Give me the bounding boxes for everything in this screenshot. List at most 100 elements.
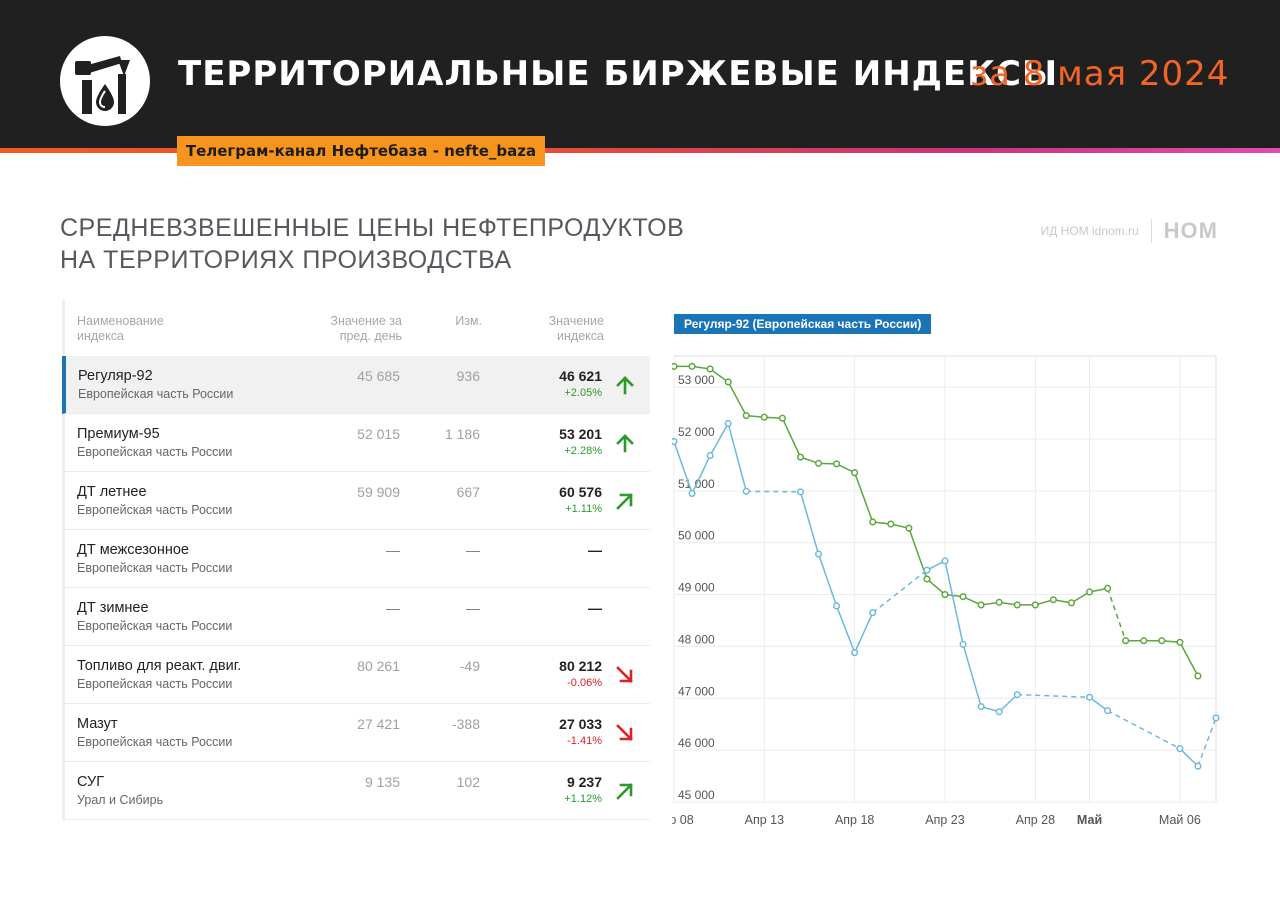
series-2-segment <box>1179 748 1199 767</box>
series-1-point <box>1085 588 1094 596</box>
series-1-segment <box>727 381 747 416</box>
series-2-point <box>995 708 1003 716</box>
brand-block: ИД НОМ idnom.ru НОМ <box>1041 218 1218 244</box>
series-2-point <box>814 550 823 558</box>
series-1-segment <box>1179 641 1199 677</box>
series-1-point <box>1122 637 1130 645</box>
row-region: Европейская часть России <box>77 619 233 633</box>
row-percent: +1.12% <box>564 793 602 805</box>
series-2-segment <box>799 491 820 555</box>
series-2-point <box>833 602 841 610</box>
series-2-segment <box>746 490 801 493</box>
series-1-segment <box>781 417 802 458</box>
table-row[interactable]: Премиум-95 Европейская часть России 52 015… <box>62 414 650 472</box>
row-percent: +1.11% <box>565 503 602 515</box>
table-row[interactable]: ДТ летнее Европейская часть России 59 909 6… <box>62 472 650 530</box>
series-1-point <box>796 453 805 461</box>
row-change: -388 <box>451 716 480 732</box>
arrow-up-icon <box>616 434 634 453</box>
header-bar: ТЕРРИТОРИАЛЬНЫЕ БИРЖЕВЫЕ ИНДЕКСЫ за 8 ма… <box>0 0 1280 148</box>
header-prev-line2: пред. день <box>339 329 402 343</box>
row-region: Урал и Сибирь <box>77 793 164 807</box>
y-tick-label: 50 000 <box>678 529 715 543</box>
row-name: Топливо для реакт. двиг. <box>77 658 242 674</box>
header-name-line1: Наименование <box>77 314 164 328</box>
series-1-point <box>905 524 913 532</box>
y-tick-label: 53 000 <box>678 373 715 387</box>
header-name: Наименование индекса <box>77 314 164 344</box>
row-change: 936 <box>456 368 480 384</box>
series-1-point <box>887 520 895 528</box>
row-change: 1 186 <box>444 426 480 442</box>
x-tick-label: Апр 13 <box>745 813 784 827</box>
table-body: Регуляр-92 Европейская часть России 45 685… <box>62 356 650 820</box>
x-tick-label: Апр 23 <box>925 813 964 827</box>
arrow-up-right-icon <box>616 783 633 800</box>
table-row[interactable]: Топливо для реакт. двиг. Европейская част… <box>62 646 650 704</box>
header-change: Изм. <box>455 314 482 328</box>
row-prev-value: 45 685 <box>357 368 400 384</box>
table-row[interactable]: Мазут Европейская часть России 27 421 -388 2… <box>62 704 650 762</box>
table-row[interactable]: ДТ зимнее Европейская часть России — — — <box>62 588 650 646</box>
row-region: Европейская часть России <box>77 735 233 749</box>
table-row[interactable]: СУГ Урал и Сибирь 9 135 102 9 237 +1.12% <box>62 762 650 820</box>
series-2-segment <box>817 553 838 607</box>
row-name: Регуляр-92 <box>78 368 153 384</box>
series-2-segment <box>673 441 693 494</box>
series-1-point <box>724 378 732 386</box>
series-2-point <box>977 703 985 711</box>
series-2-point <box>1104 707 1112 715</box>
x-tick-label: Апр 08 <box>672 813 694 827</box>
row-value: 80 212 <box>559 658 602 674</box>
y-tick-label: 48 000 <box>678 632 715 646</box>
series-2-point <box>672 438 678 446</box>
table-row[interactable]: Регуляр-92 Европейская часть России 45 685… <box>62 356 650 414</box>
series-1-point <box>959 593 967 601</box>
row-name: СУГ <box>77 774 105 790</box>
row-prev-value: 52 015 <box>357 426 400 442</box>
row-percent: -0.06% <box>567 677 602 689</box>
row-region: Европейская часть России <box>77 503 233 517</box>
row-percent: -1.41% <box>567 735 602 747</box>
series-2-segment <box>691 455 711 494</box>
series-1-segment <box>1106 588 1127 641</box>
x-tick-label: Апр 28 <box>1016 813 1055 827</box>
series-2-segment <box>1107 710 1181 750</box>
index-table: Наименование индекса Значение за пред. д… <box>62 300 650 820</box>
series-1-segment <box>709 368 729 383</box>
series-1-point <box>995 598 1003 606</box>
table-row[interactable]: ДТ межсезонное Европейская часть России — —… <box>62 530 650 588</box>
header-value-line2: индекса <box>557 329 604 343</box>
series-2-segment <box>872 569 928 614</box>
header-value: Значение индекса <box>549 314 604 344</box>
series-2-point <box>688 489 696 497</box>
series-2-segment <box>944 560 964 645</box>
row-prev-value: 9 135 <box>364 774 400 790</box>
series-2-segment <box>1017 693 1090 698</box>
x-tick-label: Май <box>1077 813 1102 827</box>
header-gradient-line <box>0 148 1280 153</box>
series-1-point <box>672 362 678 370</box>
row-value: 46 621 <box>559 368 602 384</box>
series-2-point <box>923 566 931 574</box>
series-2-point <box>941 557 949 565</box>
series-2-point <box>1176 745 1184 753</box>
row-value: — <box>588 542 602 558</box>
series-2-point <box>706 452 714 460</box>
section-title-line1: СРЕДНЕВЗВЕШЕННЫЕ ЦЕНЫ НЕФТЕПРОДУКТОВ <box>60 214 685 242</box>
chart-title[interactable]: Регуляр-92 (Европейская часть России) <box>674 314 932 334</box>
y-tick-label: 45 000 <box>678 788 715 802</box>
series-1-segment <box>853 472 874 523</box>
row-prev-value: — <box>386 542 400 558</box>
header-value-line1: Значение <box>548 314 604 328</box>
series-2-segment <box>998 694 1018 713</box>
x-tick-label: Апр 18 <box>835 813 874 827</box>
row-percent: +2.05% <box>564 387 602 399</box>
row-value: 60 576 <box>559 484 602 500</box>
row-name: Мазут <box>77 716 118 732</box>
brand-site: ИД НОМ idnom.ru <box>1040 224 1139 238</box>
row-change: — <box>466 542 480 558</box>
series-1-point <box>851 469 859 477</box>
series-1-point <box>1013 601 1021 609</box>
